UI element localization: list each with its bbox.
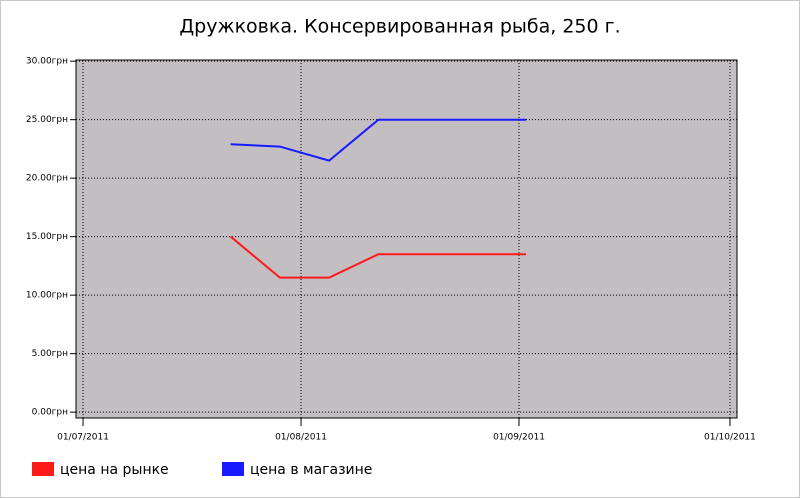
x-tick-label: 01/08/2011 [275,433,327,443]
legend-label: цена на рынке [60,462,169,478]
y-tick-label: 10.00грн [26,291,68,301]
y-tick-label: 15.00грн [26,232,68,242]
y-tick-label: 5.00грн [32,349,68,359]
legend-label: цена в магазине [250,462,372,478]
plot-area [75,59,738,419]
series-line [230,235,526,279]
y-tick-label: 0.00грн [32,408,68,418]
x-tick-label: 01/07/2011 [57,433,109,443]
series-line [230,118,526,162]
y-tick-label: 30.00грн [26,57,68,67]
legend-swatch [222,462,244,476]
x-tick-label: 01/10/2011 [704,433,756,443]
y-tick-label: 25.00грн [26,115,68,125]
legend-swatch [32,462,54,476]
chart-title: Дружковка. Консервированная рыба, 250 г. [179,16,620,38]
y-tick-label: 20.00грн [26,174,68,184]
x-tick-label: 01/09/2011 [493,433,545,443]
